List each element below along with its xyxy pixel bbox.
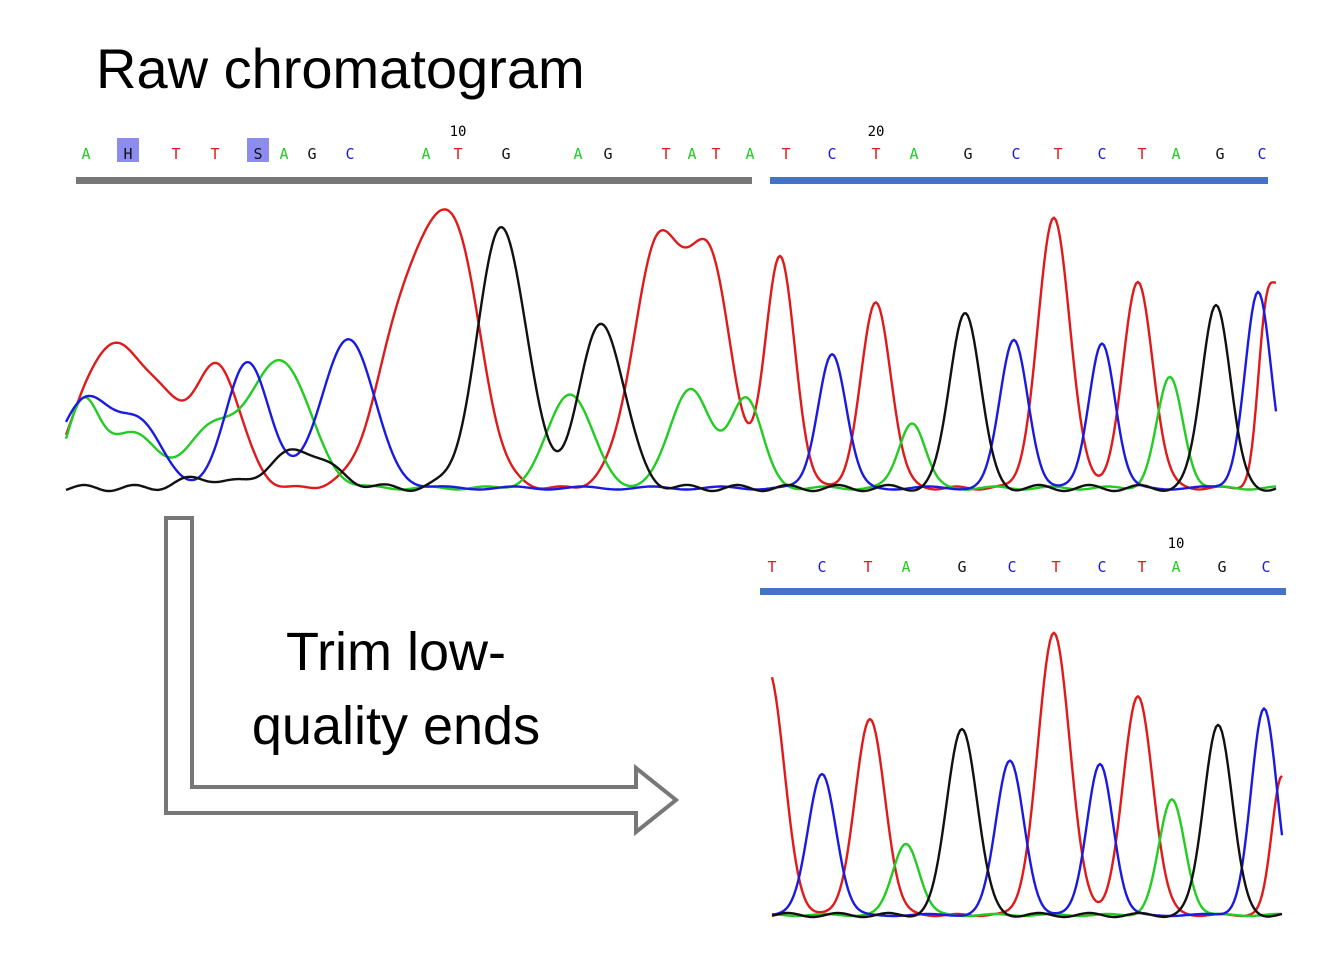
raw-base-call: G xyxy=(1215,145,1224,163)
trimmed-position-label: 10 xyxy=(1168,536,1185,552)
raw-base-call: T xyxy=(171,145,180,163)
raw-base-call: S xyxy=(253,145,262,163)
raw-base-call: A xyxy=(279,145,288,163)
caption-line-1: Trim low- xyxy=(286,622,506,682)
trace-c-blue xyxy=(64,290,1278,491)
raw-base-call: G xyxy=(307,145,316,163)
high-quality-bar xyxy=(770,177,1268,184)
raw-trace-plot xyxy=(64,208,1278,493)
trimmed-base-call: C xyxy=(817,558,826,576)
trimmed-base-call: T xyxy=(767,558,776,576)
trimmed-base-calls: T C T A G C T C T A G C 10 xyxy=(767,536,1270,576)
raw-base-call: A xyxy=(909,145,918,163)
raw-position-label: 10 xyxy=(450,124,467,140)
raw-base-call: T xyxy=(1053,145,1062,163)
trimmed-base-call: G xyxy=(957,558,966,576)
trimmed-trace-a-green xyxy=(771,798,1283,918)
raw-base-call: G xyxy=(603,145,612,163)
trimmed-trace-plot xyxy=(770,631,1284,919)
raw-base-call: G xyxy=(501,145,510,163)
trimmed-base-call: C xyxy=(1007,558,1016,576)
raw-base-call: T xyxy=(781,145,790,163)
raw-base-call: T xyxy=(711,145,720,163)
trimmed-base-call: T xyxy=(1051,558,1060,576)
raw-base-call: H xyxy=(123,145,132,163)
raw-base-calls: A H T T S A G C A T G A G T A T A T C T A G C T C T A G C10 20 xyxy=(81,124,1266,163)
trace-t-red xyxy=(64,208,1277,491)
raw-base-call: T xyxy=(661,145,670,163)
raw-base-call: C xyxy=(1257,145,1266,163)
raw-base-call: A xyxy=(573,145,582,163)
raw-base-call: T xyxy=(453,145,462,163)
raw-base-call: C xyxy=(345,145,354,163)
raw-base-call: C xyxy=(1011,145,1020,163)
raw-base-call: A xyxy=(1171,145,1180,163)
trace-g-black xyxy=(65,226,1277,493)
trimmed-trace-t-red xyxy=(770,631,1283,918)
trimmed-base-call: C xyxy=(1261,558,1270,576)
trim-arrow-icon xyxy=(164,516,680,837)
trimmed-base-call: T xyxy=(1137,558,1146,576)
raw-base-call: T xyxy=(210,145,219,163)
raw-base-call: C xyxy=(1097,145,1106,163)
raw-base-call: A xyxy=(421,145,430,163)
trimmed-base-call: A xyxy=(1171,558,1180,576)
trace-a-green xyxy=(64,359,1277,491)
raw-base-call: G xyxy=(963,145,972,163)
trimmed-quality-bar xyxy=(760,588,1286,595)
raw-quality-bars xyxy=(76,177,1268,184)
trimmed-trace-c-blue xyxy=(771,707,1284,918)
trimmed-base-call: T xyxy=(863,558,872,576)
trimmed-base-call: A xyxy=(901,558,910,576)
ambiguous-base-highlight xyxy=(117,138,139,162)
raw-base-call: A xyxy=(81,145,90,163)
raw-base-call: C xyxy=(827,145,836,163)
raw-base-call: A xyxy=(745,145,754,163)
figure-title: Raw chromatogram xyxy=(96,37,585,100)
raw-base-call: T xyxy=(871,145,880,163)
low-quality-bar xyxy=(76,177,752,184)
trimmed-base-call: G xyxy=(1217,558,1226,576)
caption-line-2: quality ends xyxy=(252,696,540,756)
raw-base-call: T xyxy=(1137,145,1146,163)
ambiguous-base-highlight xyxy=(247,138,269,162)
raw-position-label: 20 xyxy=(868,124,885,140)
raw-base-call: A xyxy=(687,145,696,163)
trimmed-trace-g-black xyxy=(771,723,1283,919)
trimmed-base-call: C xyxy=(1097,558,1106,576)
